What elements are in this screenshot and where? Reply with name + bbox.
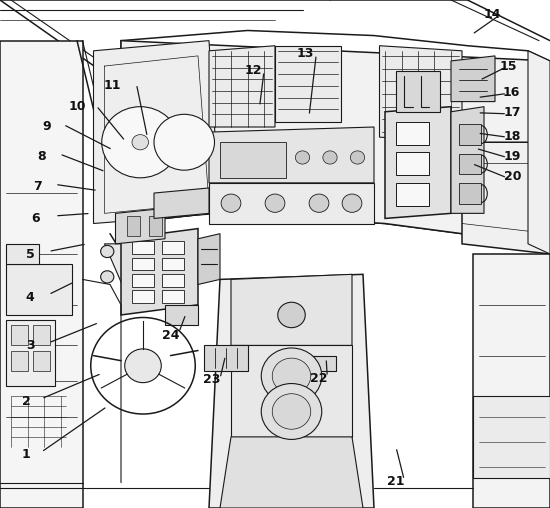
Text: 19: 19 bbox=[504, 150, 521, 163]
Polygon shape bbox=[132, 258, 154, 270]
Polygon shape bbox=[162, 274, 184, 287]
Circle shape bbox=[154, 114, 215, 170]
Text: 10: 10 bbox=[68, 100, 86, 113]
Polygon shape bbox=[396, 183, 429, 206]
Polygon shape bbox=[462, 142, 550, 254]
Text: 4: 4 bbox=[26, 291, 35, 304]
Circle shape bbox=[102, 107, 179, 178]
Text: 23: 23 bbox=[203, 373, 221, 387]
Text: 11: 11 bbox=[104, 79, 122, 92]
Text: 24: 24 bbox=[162, 329, 179, 342]
Polygon shape bbox=[104, 244, 170, 295]
Circle shape bbox=[272, 394, 311, 429]
Circle shape bbox=[261, 348, 322, 404]
Polygon shape bbox=[473, 254, 550, 508]
Text: 2: 2 bbox=[22, 395, 31, 408]
Polygon shape bbox=[379, 46, 462, 142]
Polygon shape bbox=[459, 154, 481, 174]
Text: 12: 12 bbox=[244, 64, 262, 77]
Polygon shape bbox=[165, 305, 198, 325]
Text: 21: 21 bbox=[387, 475, 405, 488]
Polygon shape bbox=[6, 264, 72, 315]
Text: 7: 7 bbox=[33, 180, 42, 194]
Polygon shape bbox=[33, 325, 50, 345]
Polygon shape bbox=[162, 241, 184, 254]
Circle shape bbox=[101, 271, 114, 283]
Polygon shape bbox=[473, 396, 550, 478]
Circle shape bbox=[350, 151, 365, 164]
Polygon shape bbox=[231, 274, 352, 345]
Polygon shape bbox=[396, 122, 429, 145]
Text: 15: 15 bbox=[500, 59, 518, 73]
Polygon shape bbox=[459, 183, 481, 204]
Circle shape bbox=[323, 151, 337, 164]
Text: 5: 5 bbox=[26, 247, 35, 261]
Text: 13: 13 bbox=[296, 47, 314, 60]
Polygon shape bbox=[132, 274, 154, 287]
Text: 17: 17 bbox=[504, 106, 521, 119]
Circle shape bbox=[309, 194, 329, 212]
Polygon shape bbox=[162, 258, 184, 270]
Polygon shape bbox=[154, 188, 209, 218]
Polygon shape bbox=[11, 351, 28, 371]
Polygon shape bbox=[275, 46, 341, 122]
Polygon shape bbox=[33, 351, 50, 371]
Polygon shape bbox=[209, 274, 374, 508]
Polygon shape bbox=[148, 216, 162, 236]
Circle shape bbox=[342, 194, 362, 212]
Polygon shape bbox=[220, 437, 363, 508]
Text: 1: 1 bbox=[22, 448, 31, 461]
Circle shape bbox=[265, 194, 285, 212]
Polygon shape bbox=[121, 41, 550, 244]
Polygon shape bbox=[116, 208, 165, 244]
Text: 20: 20 bbox=[504, 170, 521, 183]
Polygon shape bbox=[0, 41, 82, 508]
Polygon shape bbox=[198, 234, 220, 284]
Circle shape bbox=[125, 349, 161, 383]
Circle shape bbox=[261, 384, 322, 439]
Text: 3: 3 bbox=[26, 339, 35, 352]
Polygon shape bbox=[132, 241, 154, 254]
Polygon shape bbox=[451, 56, 495, 102]
Polygon shape bbox=[459, 124, 481, 145]
Polygon shape bbox=[204, 345, 248, 371]
Polygon shape bbox=[126, 216, 140, 236]
Polygon shape bbox=[396, 71, 440, 112]
Polygon shape bbox=[132, 290, 154, 303]
Polygon shape bbox=[209, 127, 374, 183]
Circle shape bbox=[295, 151, 310, 164]
Polygon shape bbox=[231, 345, 352, 437]
Polygon shape bbox=[94, 41, 220, 224]
Circle shape bbox=[101, 245, 114, 258]
Text: 16: 16 bbox=[503, 86, 520, 99]
Text: 14: 14 bbox=[483, 8, 501, 21]
Text: 8: 8 bbox=[37, 150, 46, 163]
Polygon shape bbox=[385, 107, 451, 218]
Polygon shape bbox=[11, 325, 28, 345]
Polygon shape bbox=[121, 229, 198, 315]
Polygon shape bbox=[6, 244, 38, 264]
Polygon shape bbox=[308, 356, 336, 371]
Polygon shape bbox=[162, 290, 184, 303]
Circle shape bbox=[272, 358, 311, 394]
Bar bbox=[220, 142, 286, 178]
Text: 9: 9 bbox=[42, 120, 51, 134]
Polygon shape bbox=[451, 107, 484, 213]
Text: 18: 18 bbox=[504, 130, 521, 143]
Polygon shape bbox=[528, 51, 550, 254]
Polygon shape bbox=[209, 183, 374, 224]
Text: 6: 6 bbox=[31, 212, 40, 225]
Polygon shape bbox=[209, 46, 275, 127]
Circle shape bbox=[221, 194, 241, 212]
Polygon shape bbox=[396, 152, 429, 175]
Circle shape bbox=[278, 302, 305, 328]
Circle shape bbox=[132, 135, 148, 150]
Text: 22: 22 bbox=[310, 372, 328, 385]
Polygon shape bbox=[6, 320, 55, 386]
